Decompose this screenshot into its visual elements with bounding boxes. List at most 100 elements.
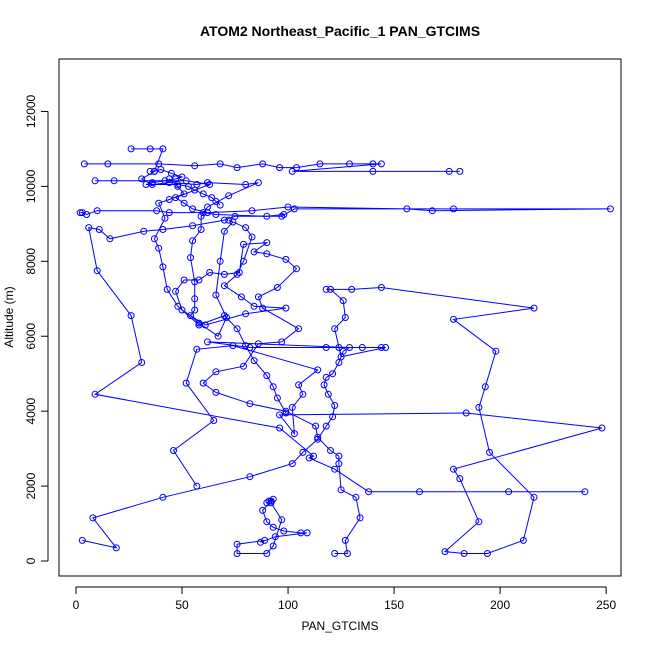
data-point [475,403,483,411]
data-point [159,493,167,501]
data-point [93,267,101,275]
data-point [204,203,211,211]
data-point [269,523,277,531]
data-point [348,285,356,293]
data-point [140,227,148,235]
data-point [320,381,328,389]
data-point [295,325,303,333]
data-point [220,227,228,235]
data-point [322,422,330,430]
x-axis-label: PAN_GTCIMS [301,619,378,633]
data-point [428,207,436,215]
data-point [331,550,339,557]
data-point [322,344,330,351]
data-point [462,409,470,417]
data-point [237,293,245,301]
y-axis: 0 2000 4000 6000 8000 10000 12000 [24,94,49,564]
data-point [450,205,457,213]
y-tick-label: 4000 [24,397,38,424]
data-point [174,181,182,188]
data-point [282,255,290,263]
x-tick-label: 0 [73,598,80,612]
data-point [150,235,158,243]
data-point [250,302,258,310]
data-point [172,194,180,202]
data-point [157,166,165,173]
series-line-3 [84,163,460,172]
data-point [481,383,489,391]
data-point [210,417,218,424]
data-point [83,211,91,218]
data-point [148,179,156,187]
data-point [327,447,334,454]
data-point [191,278,199,286]
data-point [276,164,284,172]
data-point [530,493,538,501]
data-point [138,359,146,366]
data-point [290,205,298,213]
data-point [146,145,154,153]
y-tick-label: 2000 [24,472,38,499]
y-tick-label: 0 [24,557,38,564]
data-point [184,182,192,190]
data-point [165,196,173,203]
data-point [369,160,377,168]
data-point [280,527,288,535]
series-line-2 [88,180,611,493]
data-point [263,499,271,507]
data-point [335,452,343,460]
data-point [257,538,264,546]
data-point [519,536,527,544]
data-point [235,269,243,276]
y-tick-label: 8000 [24,248,38,275]
data-point [191,295,199,303]
data-point [346,344,353,351]
data-point [450,315,457,323]
data-point [273,394,281,402]
data-point [530,304,538,312]
data-point [377,284,385,291]
data-point [220,216,228,224]
data-point [220,270,228,278]
data-point [337,353,345,361]
data-point [80,160,88,168]
data-point [242,224,250,232]
data-point [212,291,220,299]
x-tick-label: 250 [596,598,616,612]
data-point [475,518,483,526]
data-point [358,344,366,351]
data-point [288,460,296,468]
data-point [299,390,307,398]
data-point [240,257,247,265]
data-point [206,269,214,276]
data-point [191,162,199,170]
data-point [346,160,353,168]
data-point [233,325,241,333]
data-point [250,248,258,256]
data-point [93,207,101,215]
data-point [254,293,262,301]
data-point [223,314,230,321]
data-point [189,237,197,245]
data-point [195,321,203,329]
data-point [199,209,207,217]
data-point [263,239,271,247]
series-layer [76,145,614,557]
data-point [214,332,222,340]
data-point [110,177,118,185]
data-point [193,345,201,353]
data-point [225,216,233,224]
data-point [161,214,169,222]
data-point [254,340,262,348]
data-point [193,482,201,490]
data-point [280,211,288,218]
data-point [240,362,247,370]
data-point [314,366,322,374]
data-point [293,265,300,273]
data-point [127,312,135,320]
data-point [95,226,103,233]
data-point [220,312,228,320]
data-point [240,240,247,248]
data-point [216,257,224,265]
